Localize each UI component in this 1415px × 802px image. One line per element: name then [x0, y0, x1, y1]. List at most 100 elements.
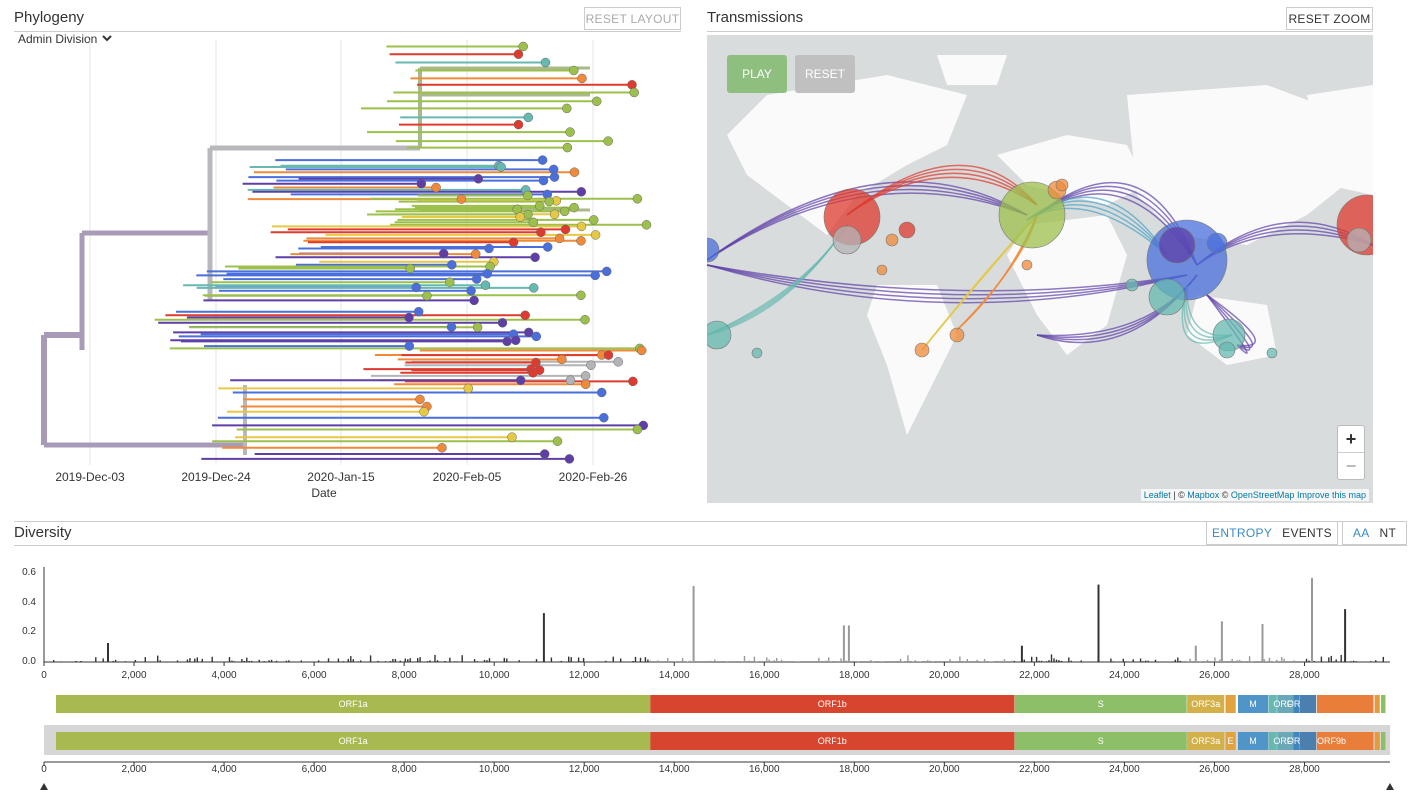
entropy-bar[interactable] — [1031, 656, 1033, 662]
tip-node[interactable] — [411, 282, 421, 293]
tip-node[interactable] — [471, 274, 482, 284]
entropy-bar[interactable] — [691, 661, 694, 662]
tip-node[interactable] — [438, 248, 449, 259]
entropy-bar[interactable] — [211, 656, 213, 662]
entropy-bar[interactable] — [342, 661, 345, 662]
gene-block-top[interactable] — [1316, 695, 1374, 713]
entropy-bar[interactable] — [667, 658, 669, 662]
gene-block-top[interactable] — [1268, 695, 1277, 713]
location-bubble[interactable] — [1206, 232, 1228, 254]
location-bubble[interactable] — [914, 342, 930, 358]
location-bubble[interactable] — [1346, 227, 1372, 253]
gene-block-bottom[interactable] — [56, 732, 651, 750]
gene-block-bottom[interactable] — [1187, 732, 1225, 750]
entropy-bar[interactable] — [1058, 660, 1060, 662]
entropy-bar[interactable] — [350, 656, 352, 662]
entropy-bar[interactable] — [1013, 660, 1016, 662]
entropy-bar[interactable] — [632, 661, 634, 662]
entropy-bar[interactable] — [1112, 661, 1115, 662]
entropy-bar[interactable] — [1382, 656, 1384, 662]
tip-node[interactable] — [576, 236, 586, 246]
entropy-bar[interactable] — [449, 657, 451, 662]
tip-node[interactable] — [552, 436, 563, 446]
tip-node[interactable] — [540, 57, 551, 68]
entropy-bar[interactable] — [1177, 657, 1179, 663]
tip-node[interactable] — [515, 212, 525, 222]
entropy-bar[interactable] — [577, 657, 580, 663]
entropy-bar[interactable] — [1251, 661, 1253, 662]
entropy-bar[interactable] — [860, 661, 862, 662]
gene-block-top[interactable] — [1238, 695, 1269, 713]
entropy-bar[interactable] — [102, 658, 104, 662]
entropy-bar[interactable] — [870, 660, 872, 662]
entropy-bar[interactable] — [357, 661, 359, 662]
color-by-dropdown[interactable]: Admin Division — [18, 32, 113, 46]
entropy-bar[interactable] — [285, 660, 288, 662]
entropy-bar[interactable] — [1335, 659, 1337, 662]
tip-node[interactable] — [513, 119, 524, 130]
entropy-bar[interactable] — [795, 661, 798, 662]
location-bubble[interactable] — [1158, 226, 1196, 264]
entropy-bar[interactable] — [1050, 654, 1053, 662]
entropy-bar[interactable] — [605, 660, 607, 662]
entropy-bar[interactable] — [360, 660, 362, 662]
entropy-bar[interactable] — [134, 660, 137, 662]
tip-node[interactable] — [447, 260, 457, 270]
tip-node[interactable] — [513, 49, 524, 59]
entropy-bar[interactable] — [429, 660, 431, 662]
entropy-bar[interactable] — [270, 659, 273, 662]
entropy-bar[interactable] — [218, 661, 221, 663]
entropy-bar[interactable] — [560, 660, 562, 662]
entropy-bar[interactable] — [117, 661, 119, 662]
entropy-bar[interactable] — [1048, 660, 1050, 662]
entropy-bar[interactable] — [1248, 656, 1251, 662]
entropy-bar[interactable] — [1236, 660, 1238, 662]
tip-node[interactable] — [469, 295, 479, 306]
entropy-bar[interactable] — [1355, 661, 1357, 662]
entropy-bar[interactable] — [473, 659, 476, 662]
transmissions-map[interactable]: PLAY RESET + − Leaflet | © Mapbox © Open… — [707, 35, 1373, 503]
entropy-bar[interactable] — [201, 658, 203, 662]
entropy-bar[interactable] — [1154, 659, 1157, 662]
entropy-bar[interactable] — [909, 660, 912, 662]
tip-node[interactable] — [536, 227, 546, 238]
entropy-bar[interactable] — [991, 661, 993, 663]
entropy-bar[interactable] — [268, 660, 270, 662]
tip-node[interactable] — [520, 310, 530, 321]
entropy-bar[interactable] — [426, 661, 429, 662]
map-reset-button[interactable]: RESET — [795, 55, 855, 93]
entropy-bar[interactable] — [275, 660, 278, 662]
entropy-bar[interactable] — [369, 655, 372, 662]
entropy-bar[interactable] — [949, 659, 951, 662]
gene-block-top[interactable] — [1299, 695, 1317, 713]
entropy-bar[interactable] — [927, 660, 929, 662]
tip-node[interactable] — [496, 162, 506, 172]
entropy-bar[interactable] — [1320, 656, 1323, 662]
gene-block-bottom[interactable] — [1316, 732, 1374, 750]
entropy-bar[interactable] — [743, 656, 746, 662]
gene-block-bottom[interactable] — [1374, 732, 1380, 750]
entropy-bar[interactable] — [1080, 660, 1082, 662]
entropy-peak[interactable] — [107, 643, 109, 662]
tip-node[interactable] — [508, 237, 519, 248]
entropy-bar[interactable] — [518, 660, 520, 662]
entropy-bar[interactable] — [280, 661, 283, 663]
entropy-bar[interactable] — [988, 661, 991, 662]
entropy-bar[interactable] — [248, 661, 250, 662]
entropy-bar[interactable] — [620, 658, 622, 663]
transmission-arc[interactable] — [1206, 294, 1251, 351]
tip-node[interactable] — [422, 291, 432, 301]
entropy-bar[interactable] — [1011, 660, 1013, 662]
tip-node[interactable] — [580, 379, 591, 390]
location-bubble[interactable] — [1125, 278, 1139, 292]
tip-node[interactable] — [601, 266, 612, 277]
tip-node[interactable] — [590, 270, 600, 281]
tip-node[interactable] — [554, 233, 565, 244]
location-bubble[interactable] — [1148, 278, 1186, 316]
tip-node[interactable] — [528, 217, 539, 228]
entropy-bar[interactable] — [1229, 660, 1231, 662]
tip-node[interactable] — [544, 196, 554, 207]
play-button[interactable]: PLAY — [727, 55, 787, 93]
entropy-bar[interactable] — [436, 660, 439, 662]
tip-node[interactable] — [591, 96, 602, 107]
